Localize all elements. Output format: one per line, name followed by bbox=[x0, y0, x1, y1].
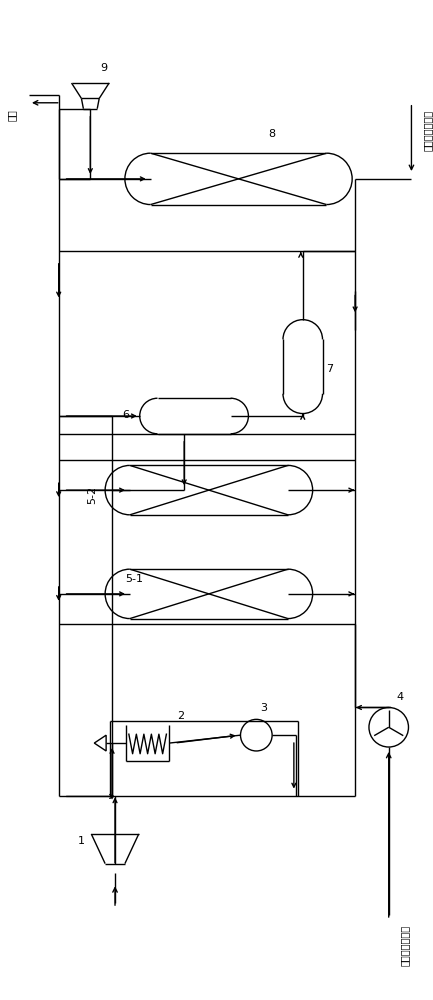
Text: 2: 2 bbox=[177, 711, 184, 721]
Text: 6: 6 bbox=[122, 410, 129, 420]
Text: 5-2: 5-2 bbox=[87, 486, 97, 504]
Text: 从蜡罐区来原料: 从蜡罐区来原料 bbox=[400, 925, 410, 966]
Text: 4: 4 bbox=[397, 692, 404, 702]
Text: 凡士林成品输出: 凡士林成品输出 bbox=[422, 110, 432, 151]
Text: 8: 8 bbox=[268, 129, 275, 139]
Text: 9: 9 bbox=[100, 63, 107, 73]
Text: 5-1: 5-1 bbox=[125, 574, 143, 584]
Text: 氢气: 氢气 bbox=[6, 110, 16, 121]
Text: 3: 3 bbox=[260, 703, 267, 713]
Text: 1: 1 bbox=[78, 836, 84, 846]
Text: 7: 7 bbox=[326, 364, 333, 374]
